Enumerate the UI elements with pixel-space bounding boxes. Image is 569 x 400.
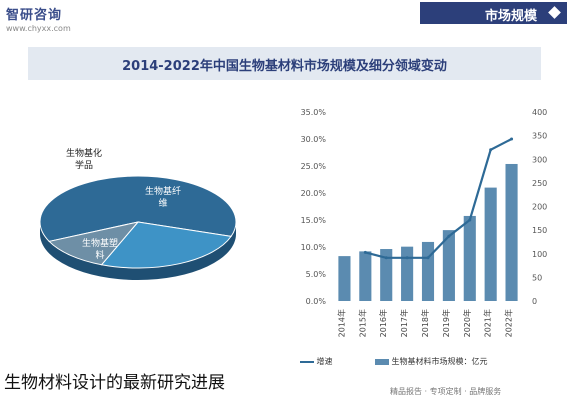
y-right-tick-label: 250 [532,179,547,188]
y-right-tick-label: 0 [532,297,537,306]
legend-bar-label: 生物基材料市场规模：亿元 [391,357,488,366]
line-point [405,256,409,260]
bar [380,249,393,301]
y-right-tick-label: 350 [532,132,547,141]
line-point [384,256,388,260]
pie-slice [48,221,140,266]
section-title: 市场规模 [484,9,537,24]
pie-label-fiber: 生物基纤维 [144,187,181,209]
y-right-tick-label: 150 [532,226,547,235]
bar [359,251,372,301]
logo-url: www.chyxx.com [6,24,71,33]
y-right-tick-label: 200 [532,203,547,212]
legend-line: 增速 [300,356,333,367]
x-tick-label: 2015年 [357,309,367,337]
y-left-tick-label: 15.0% [301,216,327,225]
chart-title: 2014-2022年中国生物基材料市场规模及细分领域变动 [122,59,447,74]
y-right-tick-label: 400 [532,108,547,117]
caption: 生物材料设计的最新研究进展 [4,373,225,393]
bar [505,163,518,301]
y-right-tick-label: 300 [532,155,547,164]
section-banner: 市场规模 [420,2,567,24]
x-tick-label: 2020年 [462,309,472,337]
x-tick-label: 2017年 [399,309,409,337]
bar [484,187,497,301]
pie-label-plastic: 生物基塑料 [81,239,118,261]
x-tick-label: 2021年 [483,309,493,337]
logo-text: 智研咨询 [6,8,63,23]
y-left-tick-label: 35.0% [301,108,327,117]
bar [401,246,414,301]
y-left-tick-label: 10.0% [301,243,327,252]
legend-line-swatch [300,360,314,363]
footer-text: 精品报告 · 专项定制 · 品牌服务 [390,387,502,396]
y-left-tick-label: 0.0% [306,297,327,306]
bar [338,256,351,301]
legend-bar: 生物基材料市场规模：亿元 [375,356,488,367]
line-point [447,234,451,238]
x-tick-label: 2014年 [336,309,346,337]
bar [463,215,476,301]
pie-slice [39,175,237,242]
bar [421,241,435,301]
x-tick-label: 2016年 [378,309,388,337]
y-right-tick-label: 100 [532,250,547,259]
y-right-tick-label: 50 [532,273,542,282]
y-left-tick-label: 5.0% [306,270,327,279]
line-point [510,137,514,141]
pie-side [40,222,236,280]
chart-title-bar: 2014-2022年中国生物基材料市场规模及细分领域变动 [28,47,541,80]
line-point [468,218,472,222]
line-point [489,148,493,152]
y-left-tick-label: 20.0% [301,189,327,198]
growth-line [365,138,513,259]
pie-label-chemicals: 生物基化学品 [65,149,102,171]
legend-line-label: 增速 [316,357,333,366]
line-point [426,256,430,260]
line-point [363,250,367,254]
x-tick-label: 2022年 [504,309,514,337]
x-tick-label: 2018年 [420,309,430,337]
pie-slice [100,221,232,269]
legend-bar-swatch [375,358,389,365]
bar [442,230,455,301]
x-tick-label: 2019年 [441,309,451,337]
y-left-tick-label: 30.0% [301,135,327,144]
y-left-tick-label: 25.0% [301,162,327,171]
brand-logo: 智研咨询 www.chyxx.com [6,4,126,36]
